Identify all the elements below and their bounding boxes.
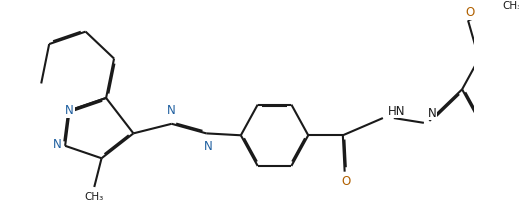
Text: N: N — [203, 140, 212, 153]
Text: O: O — [341, 175, 350, 188]
Text: N: N — [53, 138, 61, 151]
Text: HN: HN — [388, 105, 405, 118]
Text: CH₃: CH₃ — [85, 192, 104, 201]
Text: O: O — [465, 6, 474, 19]
Text: CH₃: CH₃ — [502, 1, 519, 11]
Text: N: N — [167, 104, 176, 117]
Text: N: N — [65, 104, 74, 117]
Text: N: N — [428, 107, 436, 120]
